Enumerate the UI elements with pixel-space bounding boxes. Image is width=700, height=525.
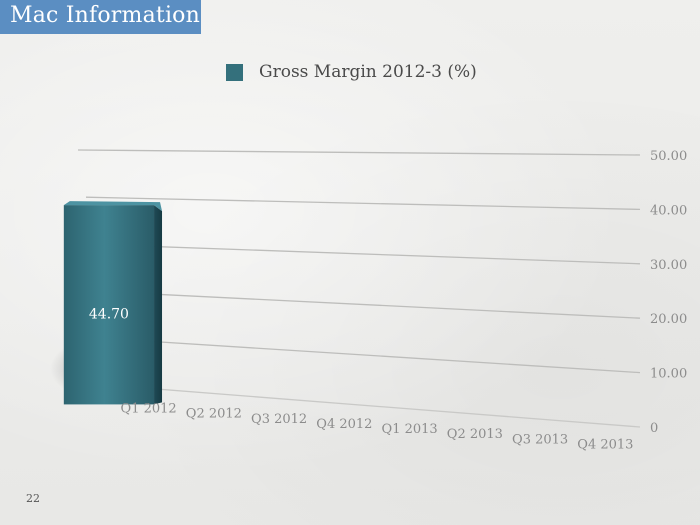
gridline: [101, 290, 641, 319]
y-tick-label: 40.00: [650, 203, 687, 218]
bar-top-face: [63, 201, 163, 212]
x-category-label: Q1 2013: [382, 422, 438, 437]
x-category-label: Q2 2012: [186, 407, 242, 422]
gridline: [93, 243, 641, 265]
x-category-label: Q4 2013: [577, 437, 633, 452]
slide-title: Mac Information: [10, 3, 200, 28]
x-category-label: Q3 2013: [512, 432, 568, 447]
y-tick-label: 0: [650, 421, 658, 436]
page-number: 22: [26, 492, 40, 505]
y-tick-label: 20.00: [650, 312, 687, 327]
title-bar: Mac Information: [0, 0, 201, 34]
x-category-label: Q1 2012: [121, 402, 177, 417]
gridline: [109, 338, 641, 374]
y-tick-label: 10.00: [650, 367, 687, 382]
gridline: [117, 385, 641, 428]
gridline: [77, 149, 641, 156]
bar: [50, 201, 163, 405]
bar-data-label: 44.70: [89, 307, 129, 323]
x-category-label: Q4 2012: [316, 417, 372, 432]
bar-front-face: [63, 205, 155, 405]
chart-legend: Gross Margin 2012-3 (%): [226, 62, 477, 82]
legend-swatch: [226, 63, 243, 81]
y-tick-label: 50.00: [650, 149, 687, 164]
legend-label: Gross Margin 2012-3 (%): [259, 62, 477, 82]
gridline: [85, 196, 641, 211]
y-tick-label: 30.00: [650, 258, 687, 273]
x-category-label: Q2 2013: [447, 427, 503, 442]
x-category-label: Q3 2012: [251, 412, 307, 427]
bar-side-face: [154, 205, 163, 405]
